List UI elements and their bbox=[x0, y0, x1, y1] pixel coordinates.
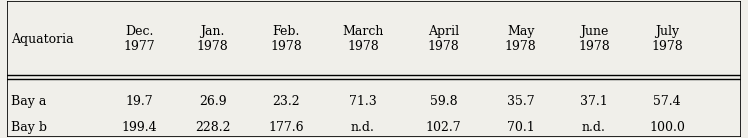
Text: June
1978: June 1978 bbox=[578, 25, 610, 53]
Text: 35.7: 35.7 bbox=[507, 95, 534, 108]
Text: 102.7: 102.7 bbox=[426, 121, 462, 134]
Text: 100.0: 100.0 bbox=[649, 121, 685, 134]
Text: 59.8: 59.8 bbox=[430, 95, 458, 108]
Text: n.d.: n.d. bbox=[582, 121, 606, 134]
Text: 70.1: 70.1 bbox=[506, 121, 535, 134]
Text: Aquatoria: Aquatoria bbox=[11, 33, 74, 46]
Text: July
1978: July 1978 bbox=[652, 25, 683, 53]
Text: n.d.: n.d. bbox=[351, 121, 375, 134]
Text: 37.1: 37.1 bbox=[580, 95, 608, 108]
Text: Jan.
1978: Jan. 1978 bbox=[197, 25, 229, 53]
Text: Bay a: Bay a bbox=[11, 95, 46, 108]
Text: Feb.
1978: Feb. 1978 bbox=[270, 25, 302, 53]
Text: 26.9: 26.9 bbox=[199, 95, 227, 108]
Text: Dec.
1977: Dec. 1977 bbox=[123, 25, 156, 53]
Text: 23.2: 23.2 bbox=[272, 95, 300, 108]
Text: April
1978: April 1978 bbox=[428, 25, 459, 53]
Text: 19.7: 19.7 bbox=[126, 95, 153, 108]
Text: May
1978: May 1978 bbox=[505, 25, 536, 53]
Text: 57.4: 57.4 bbox=[654, 95, 681, 108]
Text: 228.2: 228.2 bbox=[195, 121, 230, 134]
Text: Bay b: Bay b bbox=[11, 121, 47, 134]
Text: 71.3: 71.3 bbox=[349, 95, 377, 108]
Text: 199.4: 199.4 bbox=[122, 121, 157, 134]
Text: 177.6: 177.6 bbox=[269, 121, 304, 134]
Text: March
1978: March 1978 bbox=[343, 25, 384, 53]
